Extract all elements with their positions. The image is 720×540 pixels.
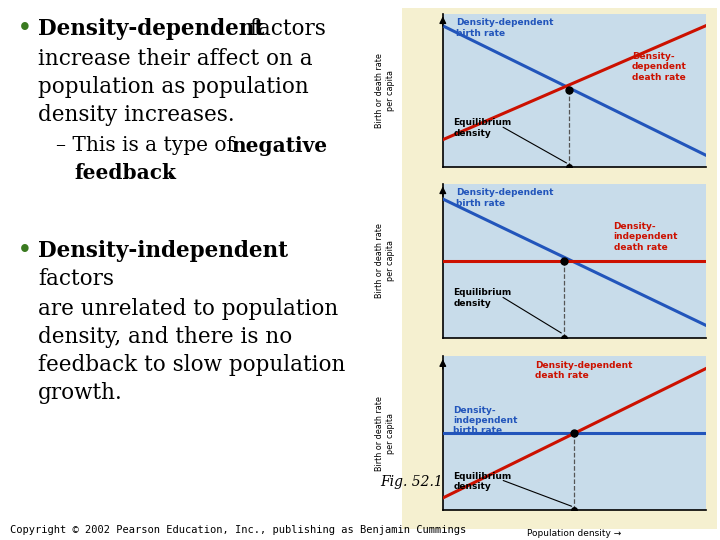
- Text: Copyright © 2002 Pearson Education, Inc., publishing as Benjamin Cummings: Copyright © 2002 Pearson Education, Inc.…: [10, 525, 467, 535]
- Text: factors: factors: [38, 268, 114, 290]
- Text: density, and there is no: density, and there is no: [38, 326, 292, 348]
- Text: Density-
independent
birth rate: Density- independent birth rate: [454, 406, 518, 435]
- Text: feedback to slow population: feedback to slow population: [38, 354, 346, 376]
- Text: growth.: growth.: [38, 382, 122, 404]
- Text: Birth or death rate
per capita: Birth or death rate per capita: [375, 223, 395, 298]
- Text: Population density →: Population density →: [527, 356, 621, 365]
- Text: Equilibrium
density: Equilibrium density: [454, 472, 512, 491]
- Text: Equilibrium
density: Equilibrium density: [454, 118, 512, 138]
- Text: Population density →: Population density →: [527, 529, 621, 538]
- Text: Birth or death rate
per capita: Birth or death rate per capita: [375, 53, 395, 128]
- Text: Density-dependent: Density-dependent: [38, 18, 264, 40]
- Text: population as population: population as population: [38, 76, 309, 98]
- Text: •: •: [18, 240, 32, 260]
- Text: Population density →: Population density →: [527, 186, 621, 195]
- Text: increase their affect on a: increase their affect on a: [38, 48, 312, 70]
- Text: feedback: feedback: [74, 163, 176, 183]
- Text: Density-independent: Density-independent: [38, 240, 288, 262]
- Text: Equilibrium
density: Equilibrium density: [454, 288, 512, 308]
- Text: Density-dependent
death rate: Density-dependent death rate: [535, 361, 632, 380]
- Text: Density-dependent
birth rate: Density-dependent birth rate: [456, 18, 554, 37]
- Text: density increases.: density increases.: [38, 104, 235, 126]
- Text: Birth or death rate
per capita: Birth or death rate per capita: [375, 396, 395, 471]
- Text: Density-
dependent
death rate: Density- dependent death rate: [632, 52, 687, 82]
- Text: – This is a type of: – This is a type of: [56, 136, 240, 155]
- Text: Density-
independent
death rate: Density- independent death rate: [613, 222, 678, 252]
- Text: negative: negative: [231, 136, 327, 156]
- Text: Fig. 52.13: Fig. 52.13: [380, 475, 451, 489]
- Text: .: .: [166, 163, 172, 182]
- Text: •: •: [18, 18, 32, 38]
- Text: Density-dependent
birth rate: Density-dependent birth rate: [456, 188, 554, 207]
- Text: factors: factors: [243, 18, 326, 40]
- Text: are unrelated to population: are unrelated to population: [38, 298, 338, 320]
